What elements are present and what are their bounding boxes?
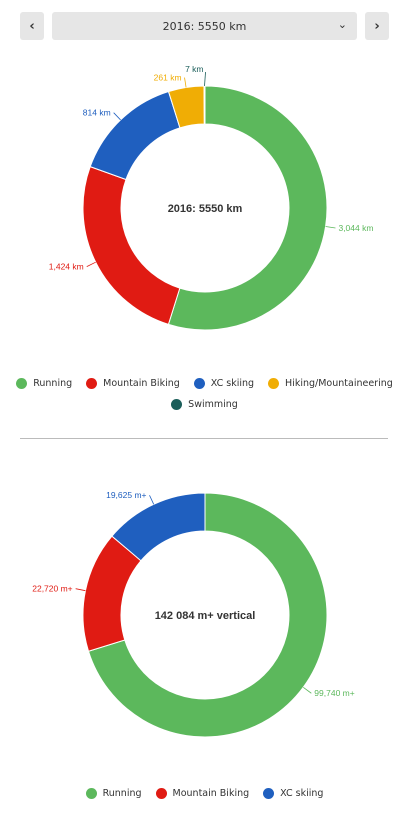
previous-period-button[interactable]: ‹: [20, 12, 44, 40]
legend-dot-icon: [171, 399, 183, 410]
data-label-xc-skiing: 19,625 m+: [106, 490, 146, 500]
legend-dot-icon: [193, 378, 205, 389]
label-connector: [75, 588, 86, 592]
data-label-xc-skiing: 814 km: [83, 108, 111, 118]
data-label-mountain-biking: 1,424 km: [49, 262, 84, 272]
slice-running[interactable]: [87, 492, 328, 738]
legend-item-running[interactable]: Running: [85, 788, 142, 799]
legend-item-swimming[interactable]: Swimming: [171, 399, 238, 410]
chart-center-title: 2016: 5550 km: [168, 203, 243, 215]
legend-label: Running: [102, 788, 142, 799]
period-select-value: 2016: 5550 km: [162, 19, 247, 33]
legend-item-running[interactable]: Running: [16, 378, 72, 389]
legend-row: Swimming: [0, 399, 409, 410]
legend-dot-icon: [155, 788, 167, 799]
legend-item-mountain-biking[interactable]: Mountain Biking: [155, 788, 250, 799]
legend-label: Mountain Biking: [172, 788, 250, 799]
label-connector: [204, 71, 206, 87]
slice-running[interactable]: [167, 85, 328, 331]
next-period-button[interactable]: ›: [365, 12, 389, 40]
data-label-running: 3,044 km: [338, 223, 373, 233]
chart-center-title: 142 084 m+ vertical: [155, 610, 256, 622]
slice-mountain-biking[interactable]: [82, 166, 181, 326]
chevron-down-icon: ⌄: [337, 18, 347, 31]
slice-xc-skiing[interactable]: [111, 492, 206, 562]
legend-label: Running: [33, 378, 73, 389]
legend-label: XC skiing: [210, 378, 255, 389]
label-connector: [303, 686, 312, 694]
legend-row: Running Mountain Biking XC skiing: [0, 788, 409, 799]
chevron-left-icon: ‹: [29, 18, 35, 34]
slice-xc-skiing[interactable]: [89, 90, 181, 181]
slice-swimming[interactable]: [203, 85, 206, 125]
data-label-mountain-biking: 22,720 m+: [32, 584, 72, 594]
vertical-donut-chart: 99,740 m+ 22,720 m+ 19,625 m+ 142 084 m+ ve…: [32, 490, 355, 738]
distance-donut-chart: 3,044 km 1,424 km 814 km 261 km7 km 2016: 55…: [49, 64, 373, 331]
vertical-chart-legend: Running Mountain Biking XC skiing: [0, 788, 409, 809]
label-connector: [149, 495, 155, 505]
legend-dot-icon: [85, 788, 97, 799]
data-label-running: 99,740 m+: [314, 688, 354, 698]
legend-dot-icon: [16, 378, 28, 389]
label-connector: [184, 77, 187, 88]
chevron-right-icon: ›: [374, 18, 380, 34]
period-select[interactable]: 2016: 5550 km ⌄: [52, 12, 357, 40]
legend-label: XC skiing: [280, 788, 324, 799]
label-connector: [86, 261, 96, 267]
section-divider: [20, 438, 388, 439]
data-label-swimming: 7 km: [185, 64, 203, 74]
legend-item-mountain-biking[interactable]: Mountain Biking: [86, 378, 180, 389]
legend-label: Swimming: [188, 399, 238, 410]
legend-dot-icon: [86, 378, 98, 389]
legend-row: Running Mountain Biking XC skiing Hiking/Mo…: [0, 378, 409, 389]
data-label-hiking-mountaineering: 261 km: [154, 73, 182, 83]
legend-item-xc-skiing[interactable]: XC skiing: [263, 788, 323, 799]
legend-dot-icon: [268, 378, 280, 389]
legend-item-hiking-mountaineering[interactable]: Hiking/Mountaineering: [268, 378, 393, 389]
top-toolbar: ‹ 2016: 5550 km ⌄ ›: [0, 0, 409, 50]
legend-label: Hiking/Mountaineering: [285, 378, 393, 389]
distance-chart-legend: Running Mountain Biking XC skiing Hiking/Mo…: [0, 378, 409, 420]
legend-item-xc-skiing[interactable]: XC skiing: [193, 378, 255, 389]
label-connector: [325, 226, 336, 229]
legend-label: Mountain Biking: [103, 378, 180, 389]
label-connector: [113, 112, 121, 121]
legend-dot-icon: [263, 788, 275, 799]
